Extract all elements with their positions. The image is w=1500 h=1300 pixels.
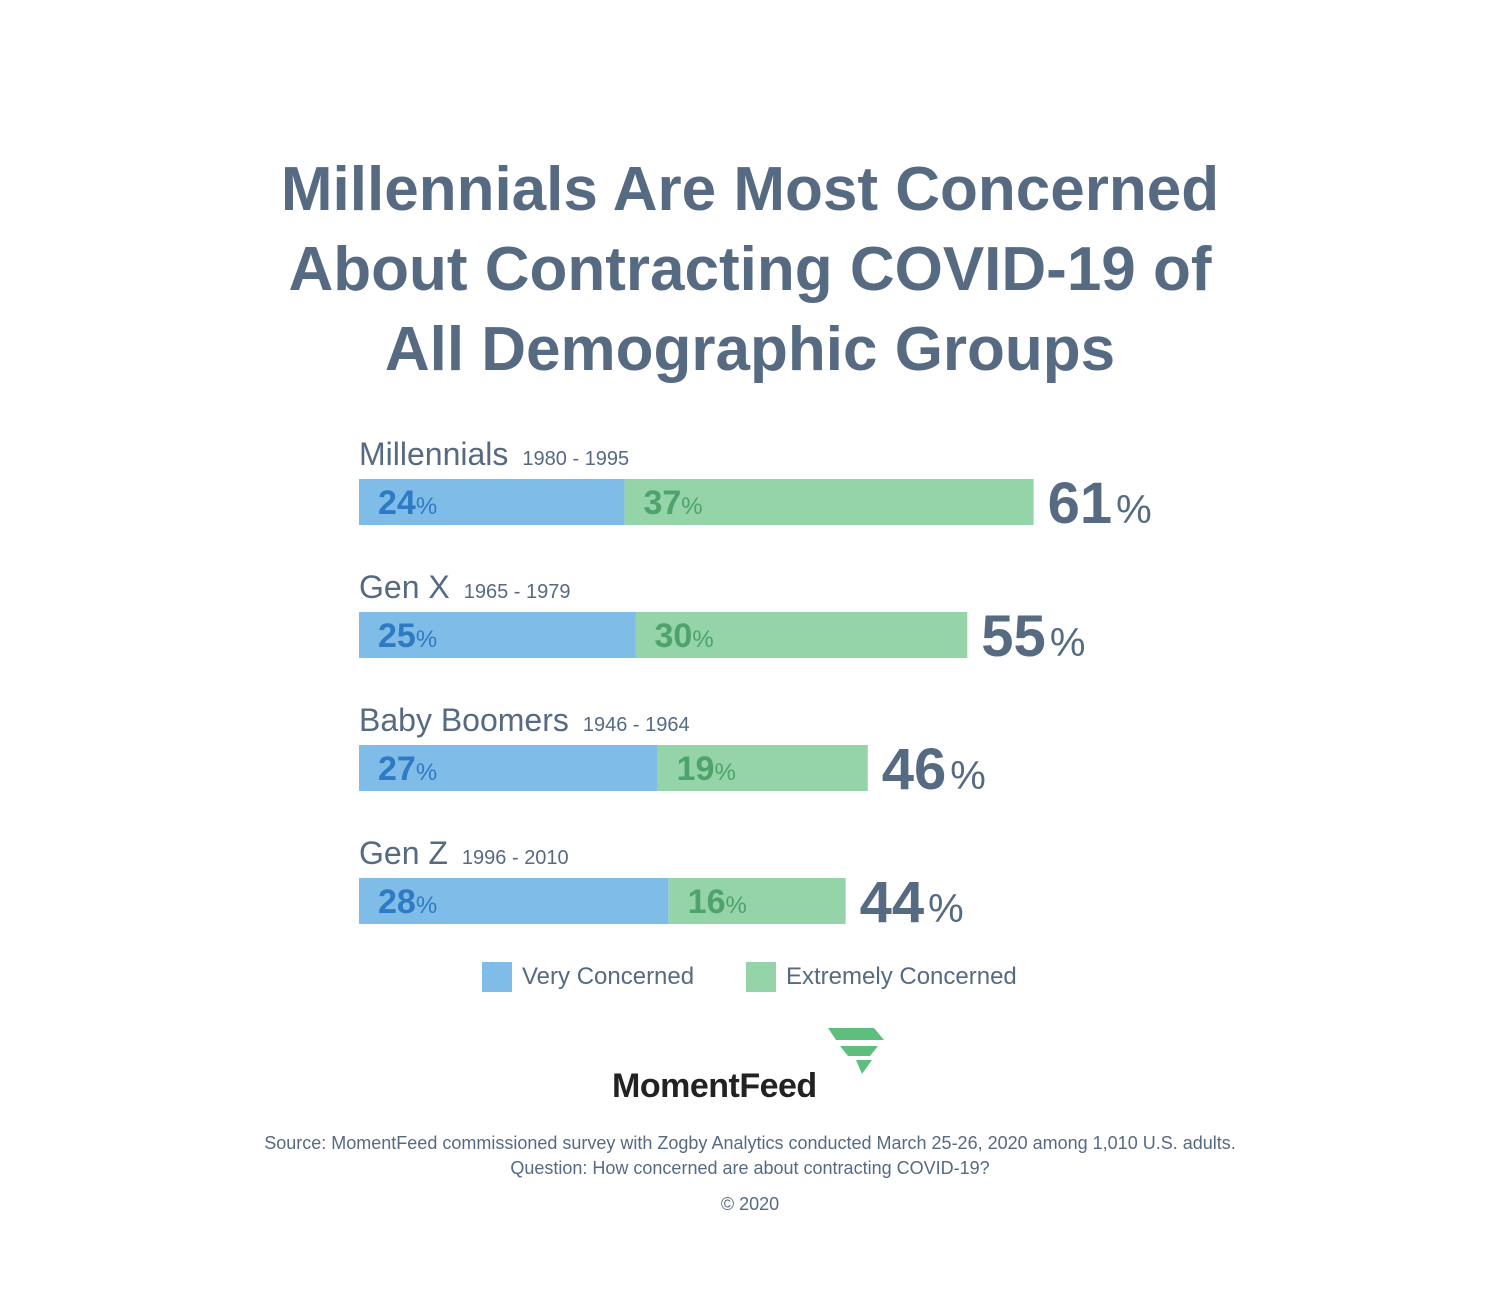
category-label-millennials: Millennials 1980 - 1995	[359, 436, 629, 472]
data-label-value: 37	[643, 484, 681, 522]
data-label-unit: %	[726, 892, 747, 919]
legend-swatch-extremely-concerned	[746, 962, 776, 992]
category-years-gen-z: 1996 - 2010	[462, 847, 569, 869]
total-label-millennials: 61%	[1048, 471, 1152, 536]
momentfeed-logo-text: MomentFeed	[612, 1067, 817, 1105]
data-label-gen-x-very-concerned: 25%	[378, 617, 437, 655]
total-label-baby-boomers: 46%	[882, 737, 986, 802]
bar-gen-x-extremely-concerned	[635, 612, 968, 658]
chart-title-line-1: Millennials Are Most Concerned	[280, 155, 1220, 224]
data-label-baby-boomers-extremely-concerned: 19%	[677, 750, 736, 788]
category-label-gen-x: Gen X 1965 - 1979	[359, 569, 570, 605]
chart-title-line-2: About Contracting COVID-19 of	[288, 235, 1212, 304]
legend-swatch-very-concerned	[482, 962, 512, 992]
category-years-baby-boomers: 1946 - 1964	[583, 714, 690, 736]
bar-baby-boomers-very-concerned	[359, 745, 658, 791]
data-label-millennials-extremely-concerned: 37%	[643, 484, 702, 522]
data-label-value: 16	[688, 883, 726, 921]
copyright: © 2020	[720, 1194, 780, 1214]
data-label-gen-z-extremely-concerned: 16%	[688, 883, 747, 921]
data-label-millennials-very-concerned: 24%	[378, 484, 437, 522]
total-label-gen-x: 55%	[981, 604, 1085, 669]
data-label-gen-z-very-concerned: 28%	[378, 883, 437, 921]
source-note: Source: MomentFeed commissioned survey w…	[0, 1131, 1500, 1181]
momentfeed-logo-mark-icon	[828, 1028, 884, 1074]
data-label-value: 30	[655, 617, 693, 655]
data-label-value: 25	[378, 617, 416, 655]
data-label-unit: %	[416, 759, 437, 786]
category-name-gen-z: Gen Z	[359, 835, 448, 871]
legend-extremely-concerned: Extremely Concerned	[746, 962, 1017, 992]
category-name-baby-boomers: Baby Boomers	[359, 702, 569, 738]
category-years-gen-x: 1965 - 1979	[464, 581, 571, 603]
category-years-millennials: 1980 - 1995	[522, 448, 629, 470]
data-label-unit: %	[681, 493, 702, 520]
data-label-unit: %	[692, 626, 713, 653]
data-label-unit: %	[416, 892, 437, 919]
bar-baby-boomers-extremely-concerned	[657, 745, 868, 791]
legend-label-very-concerned: Very Concerned	[522, 963, 695, 990]
bar-gen-x-very-concerned	[359, 612, 636, 658]
source-line-2: Question: How concerned are about contra…	[510, 1158, 990, 1178]
category-label-gen-z: Gen Z 1996 - 2010	[359, 835, 569, 871]
bar-millennials-extremely-concerned	[624, 479, 1034, 525]
bar-gen-z-extremely-concerned	[668, 878, 846, 924]
total-unit: %	[1050, 621, 1086, 665]
total-value: 61	[1048, 471, 1113, 536]
data-label-value: 27	[378, 750, 416, 788]
total-label-gen-z: 44%	[860, 870, 964, 935]
total-value: 44	[860, 870, 925, 935]
total-value: 46	[882, 737, 947, 802]
data-label-gen-x-extremely-concerned: 30%	[655, 617, 714, 655]
data-label-value: 19	[677, 750, 715, 788]
data-label-unit: %	[416, 626, 437, 653]
total-value: 55	[981, 604, 1046, 669]
legend-very-concerned: Very Concerned	[482, 962, 694, 992]
legend-label-extremely-concerned: Extremely Concerned	[786, 963, 1017, 990]
bar-gen-z-very-concerned	[359, 878, 669, 924]
data-label-baby-boomers-very-concerned: 27%	[378, 750, 437, 788]
category-name-gen-x: Gen X	[359, 569, 450, 605]
data-label-value: 28	[378, 883, 416, 921]
momentfeed-logo: MomentFeed	[612, 1026, 892, 1110]
total-unit: %	[1116, 488, 1152, 532]
bar-millennials-very-concerned	[359, 479, 625, 525]
total-unit: %	[950, 754, 986, 798]
data-label-unit: %	[714, 759, 735, 786]
total-unit: %	[928, 887, 964, 931]
category-name-millennials: Millennials	[359, 436, 508, 472]
category-label-baby-boomers: Baby Boomers 1946 - 1964	[359, 702, 690, 738]
source-line-1: Source: MomentFeed commissioned survey w…	[264, 1133, 1236, 1153]
data-label-unit: %	[416, 493, 437, 520]
data-label-value: 24	[378, 484, 416, 522]
chart-title-line-3: All Demographic Groups	[384, 315, 1116, 384]
chart-title: Millennials Are Most Concerned About Con…	[0, 150, 1500, 390]
